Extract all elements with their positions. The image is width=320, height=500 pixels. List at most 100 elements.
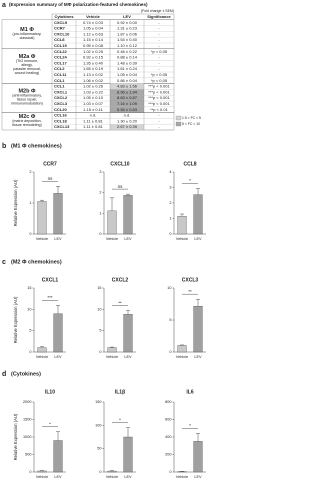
cell-value: 0.48 ± 0.22: [117, 49, 138, 54]
cell-value: 0.95 ± 0.08: [83, 43, 104, 48]
table-note: (Fold change ± SEM): [141, 9, 174, 13]
cell-value: 1.11 ± 0.81: [83, 118, 103, 123]
cell-value: 1.05 ± 0.10: [83, 95, 104, 100]
chart-title: CCL8: [183, 161, 196, 167]
y-tick-label: 500: [25, 453, 31, 457]
cell-value: 8.96 ± 1.94: [117, 89, 138, 94]
bar: [193, 441, 203, 473]
cell-value: -: [158, 124, 160, 129]
cell-value: -: [158, 118, 160, 123]
y-tick-label: 1: [99, 211, 101, 215]
cell-value: 1.54 ± 0.40: [117, 37, 138, 42]
y-tick-label: 0: [29, 232, 31, 236]
cytokine-name: CCL1: [54, 84, 65, 89]
y-tick-label: 3: [99, 170, 101, 174]
y-tick-label: 0: [169, 350, 171, 354]
chart-title: IL6: [186, 389, 193, 395]
column-header: LEV: [123, 14, 131, 19]
cell-shade: [110, 95, 144, 101]
cytokine-name: CXCL3: [54, 101, 68, 106]
legend-swatch: [175, 121, 182, 127]
x-tick-label: LEV: [54, 475, 62, 479]
section-title: (M1 Φ chemokines): [11, 143, 62, 149]
cell-value: 0.92 ± 0.15: [83, 55, 104, 60]
x-tick-label: LEV: [194, 475, 202, 479]
cell-shade: [110, 83, 144, 90]
chart-title: CXCL10: [110, 161, 129, 167]
legend-swatch: [175, 115, 182, 121]
y-tick-label: 5: [29, 329, 31, 333]
cytokine-name: CXCL13: [54, 124, 70, 129]
column-header: Cytokines: [54, 14, 74, 19]
chart-title: IL10: [45, 389, 55, 395]
y-tick-label: 50: [97, 447, 101, 451]
cell-value: 0.86 ± 0.04: [117, 78, 138, 83]
cell-value: -: [158, 55, 160, 60]
x-tick-label: Vehicle: [176, 475, 188, 479]
cell-value: 1.05 ± 0.04: [117, 72, 138, 77]
cell-value: 1.06 ± 0.02: [83, 78, 104, 83]
cell-value: 1.87 ± 0.06: [117, 31, 138, 36]
significance-label: *: [49, 421, 51, 426]
figure: a (Expression summary of MΦ polarization-…: [1, 2, 206, 479]
x-tick-label: Vehicle: [176, 355, 188, 359]
y-tick-label: 4: [169, 170, 171, 174]
cell-value: 1.05 ± 0.04: [83, 26, 104, 31]
significance-label: *: [189, 423, 191, 428]
cell-value: 1.02 ± 0.26: [83, 84, 104, 89]
y-tick-label: 400: [165, 435, 171, 439]
x-tick-label: Vehicle: [106, 237, 118, 241]
cell-value: 1.31 ± 0.23: [117, 26, 138, 31]
cell-value: 2.67 ± 0.39: [117, 124, 138, 129]
cell-shade: [110, 89, 144, 96]
cell-value: **p < 0.01: [150, 107, 168, 112]
panel-label: a: [2, 2, 6, 9]
group-name: M1 Φ: [20, 27, 34, 33]
panel-label: b: [2, 143, 6, 150]
significance-label: *: [119, 417, 121, 422]
significance-label: ns: [48, 176, 54, 181]
bar: [123, 195, 133, 235]
group-description: (matrix deposition,: [12, 119, 41, 123]
bar: [37, 470, 47, 473]
cytokine-name: CCL24: [54, 55, 67, 60]
x-tick-label: LEV: [194, 355, 202, 359]
cytokine-name: CCL18: [54, 118, 67, 123]
cell-value: 8.83 ± 0.87: [117, 95, 138, 100]
cytokine-name: CXCL9: [54, 20, 68, 25]
section-title: (Cytokines): [11, 371, 41, 377]
y-tick-label: 1: [169, 217, 171, 221]
group-description: wound healing): [15, 71, 39, 75]
bar: [123, 314, 133, 353]
group-description: allergy,: [21, 63, 32, 67]
group-description: (Th2 immune,: [16, 59, 38, 63]
y-tick-label: 0: [29, 350, 31, 354]
cell-value: n.d.: [124, 113, 131, 118]
cell-value: -: [158, 26, 160, 31]
cell-value: 7.16 ± 1.09: [117, 101, 138, 106]
bar: [37, 347, 47, 353]
y-tick-label: 150: [95, 400, 101, 404]
cytokine-name: CCL1: [54, 78, 65, 83]
cell-shade: [110, 106, 144, 113]
cell-value: 1.10 ± 0.12: [117, 43, 138, 48]
y-tick-label: 0: [169, 470, 171, 474]
x-tick-label: Vehicle: [36, 475, 48, 479]
cell-value: -: [158, 20, 160, 25]
group-description: classical): [20, 36, 35, 40]
y-tick-label: 0: [169, 232, 171, 236]
cell-value: 1.03 ± 0.22: [83, 89, 104, 94]
bar: [37, 201, 47, 235]
cell-value: 0.88 ± 0.14: [117, 55, 138, 60]
significance-label: **: [118, 300, 122, 305]
cytokine-name: CXCL2: [54, 95, 68, 100]
chart-title: IL1β: [115, 389, 125, 395]
cytokine-name: CCL11: [54, 72, 67, 77]
cell-value: -: [158, 37, 160, 42]
cytokine-name: CCL2: [54, 66, 65, 71]
cytokine-name: CCL20: [54, 107, 67, 112]
group-description: (pro-inflammatory,: [13, 32, 42, 36]
bar: [107, 347, 117, 353]
cell-value: 1.26 ± 0.40: [83, 60, 104, 65]
x-tick-label: LEV: [194, 237, 202, 241]
